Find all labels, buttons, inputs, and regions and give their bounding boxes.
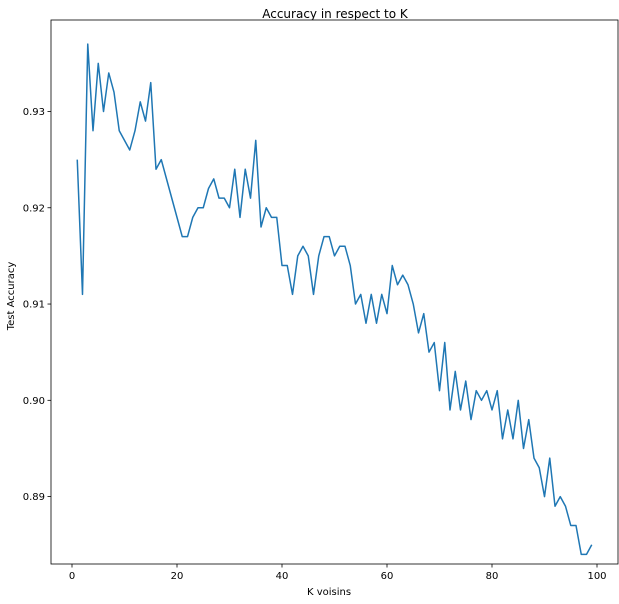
x-tick-label: 80 [486,571,499,582]
y-tick-label: 0.90 [23,396,45,407]
x-tick-label: 100 [587,571,606,582]
x-axis-label: K voisins [307,587,351,598]
series-layer [76,43,593,556]
y-tick-label: 0.91 [23,300,45,311]
y-tick-label: 0.93 [23,107,45,118]
chart-title: Accuracy in respect to K [262,7,409,21]
y-axis-label: Test Accuracy [6,262,17,332]
x-tick-label: 0 [69,571,75,582]
y-axis-ticks: 0.89 0.90 0.91 0.92 0.93 [23,107,51,503]
plot-area-frame [50,19,619,565]
y-tick-label: 0.92 [23,203,45,214]
y-tick-label: 0.89 [23,492,45,503]
x-tick-label: 40 [276,571,289,582]
x-axis-ticks: 0 20 40 60 80 100 [69,564,607,582]
x-tick-label: 20 [171,571,184,582]
x-tick-label: 60 [381,571,394,582]
series-line [76,43,593,556]
